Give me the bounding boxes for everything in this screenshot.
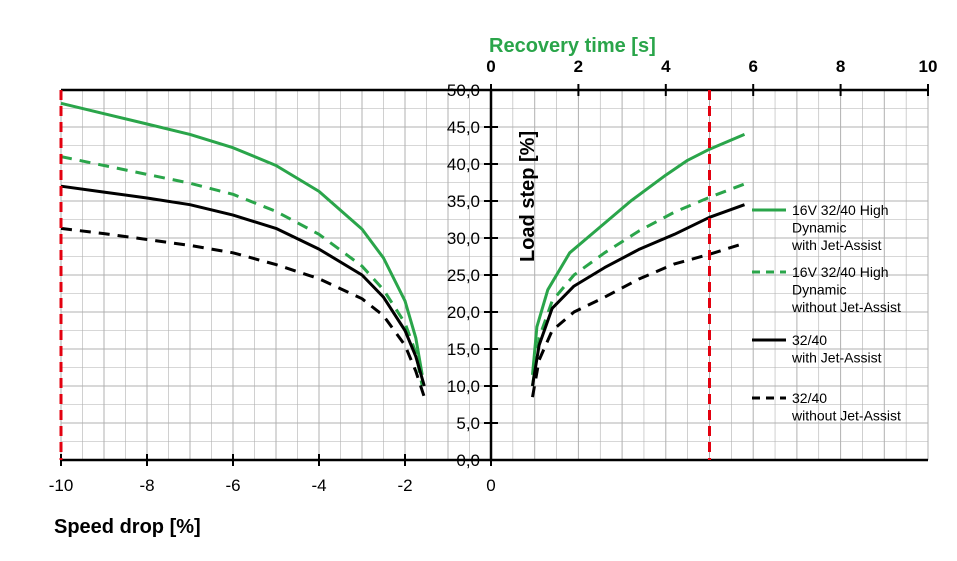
tick-labels: 0,0 5,0 10,0 15,0 20,0 25,0 30,0 35,0 40,0 45,0 50… [49, 57, 938, 495]
legend-label-16v-32-40-high-dynamic-without-jet-assist: Dynamic [792, 282, 846, 298]
series-line-recovery-16v-32-40-high-dynamic-with-jet-assist [531, 133, 746, 376]
x-tick-label-recovery: 8 [836, 57, 845, 76]
legend-label-32-40-without-jet-assist: without Jet-Assist [791, 408, 901, 424]
legend-label-16v-32-40-high-dynamic-with-jet-assist: Dynamic [792, 220, 846, 236]
series-line-recovery-32-40-without-jet-assist [531, 241, 745, 398]
x-tick-label-speed: 0 [486, 476, 495, 495]
series-line-speed-drop-16v-32-40-high-dynamic-without-jet-assist [60, 155, 424, 387]
legend-label-16v-32-40-high-dynamic-without-jet-assist: without Jet-Assist [791, 299, 901, 315]
y-tick-label: 5,0 [456, 414, 480, 433]
x-axis-title-speed-drop: Speed drop [%] [54, 516, 201, 538]
y-tick-label: 20,0 [447, 303, 480, 322]
series-layer [60, 101, 746, 398]
y-tick-label: 50,0 [447, 81, 480, 100]
legend-label-16v-32-40-high-dynamic-with-jet-assist: with Jet-Assist [791, 237, 882, 253]
legend-label-16v-32-40-high-dynamic-with-jet-assist: 16V 32/40 High [792, 202, 889, 218]
legend-label-32-40-without-jet-assist: 32/40 [792, 390, 827, 406]
y-tick-label: 45,0 [447, 118, 480, 137]
y-tick-label: 30,0 [447, 229, 480, 248]
legend-label-32-40-with-jet-assist: with Jet-Assist [791, 350, 882, 366]
legend-label-32-40-with-jet-assist: 32/40 [792, 332, 827, 348]
axis-frame [60, 84, 929, 466]
x-tick-label-recovery: 0 [486, 57, 495, 76]
y-tick-label: 0,0 [456, 451, 480, 470]
y-axis-title-load-step: Load step [%] [517, 131, 539, 262]
series-line-speed-drop-16v-32-40-high-dynamic-with-jet-assist [60, 101, 424, 376]
x-tick-label-speed: -8 [139, 476, 154, 495]
y-tick-label: 15,0 [447, 340, 480, 359]
series-line-speed-drop-32-40-without-jet-assist [60, 226, 426, 398]
reference-lines [59, 90, 711, 460]
series-line-speed-drop-32-40-with-jet-assist [60, 184, 426, 387]
series-line-recovery-32-40-with-jet-assist [531, 203, 746, 387]
right-panel-grid [490, 89, 929, 461]
y-tick-label: 40,0 [447, 155, 480, 174]
x-tick-label-recovery: 2 [574, 57, 583, 76]
legend-label-16v-32-40-high-dynamic-without-jet-assist: 16V 32/40 High [792, 264, 889, 280]
x-tick-label-speed: -6 [225, 476, 240, 495]
y-tick-label: 35,0 [447, 192, 480, 211]
y-tick-label: 10,0 [447, 377, 480, 396]
series-line-recovery-16v-32-40-high-dynamic-without-jet-assist [531, 182, 746, 387]
x-tick-label-speed: -4 [311, 476, 326, 495]
x-tick-label-speed: -10 [49, 476, 74, 495]
left-panel-grid [60, 89, 492, 461]
x-tick-label-recovery: 10 [919, 57, 938, 76]
x-tick-label-speed: -2 [397, 476, 412, 495]
x-axis-title-recovery-time: Recovery time [s] [489, 35, 656, 57]
y-tick-label: 25,0 [447, 266, 480, 285]
x-tick-label-recovery: 6 [748, 57, 757, 76]
x-tick-label-recovery: 4 [661, 57, 671, 76]
